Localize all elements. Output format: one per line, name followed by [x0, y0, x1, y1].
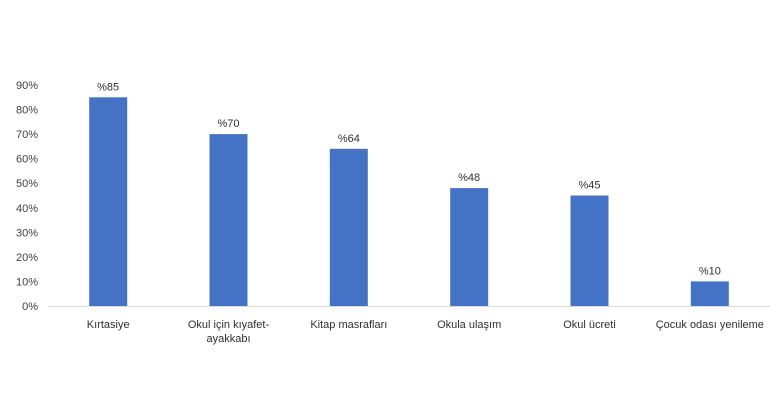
x-tick-label: Kitap masrafları: [310, 319, 387, 331]
data-labels-group: %85 %70 %64 %48 %45 %10: [97, 81, 721, 277]
y-tick-label: 30%: [16, 227, 38, 239]
bar: [329, 148, 368, 306]
bar: [209, 134, 248, 306]
y-tick-label: 40%: [16, 203, 38, 215]
bar: [89, 97, 128, 306]
data-label: %85: [97, 81, 119, 93]
x-axis: Kırtasiye Okul için kıyafet-ayakkabı Kitap…: [87, 319, 764, 345]
x-tick-label: Okul için kıyafet-ayakkabı: [188, 319, 270, 345]
bar: [690, 281, 729, 306]
y-tick-label: 0%: [22, 301, 38, 313]
y-tick-label: 10%: [16, 276, 38, 288]
y-tick-label: 70%: [16, 129, 38, 141]
bar: [450, 188, 489, 306]
data-label: %64: [338, 133, 360, 145]
y-tick-label: 20%: [16, 252, 38, 264]
y-tick-label: 60%: [16, 154, 38, 166]
x-tick-label: Kırtasiye: [87, 319, 130, 331]
x-tick-label: Çocuk odası yenileme: [656, 319, 764, 331]
y-tick-label: 80%: [16, 105, 38, 117]
bars-group: [89, 97, 729, 306]
y-tick-label: 90%: [16, 80, 38, 92]
data-label: %10: [699, 265, 721, 277]
data-label: %45: [578, 180, 600, 192]
y-tick-label: 50%: [16, 178, 38, 190]
y-axis: 0% 10% 20% 30% 40% 50% 60% 70% 80% 90%: [16, 80, 38, 313]
x-tick-label: Okula ulaşım: [437, 319, 501, 331]
data-label: %48: [458, 172, 480, 184]
data-label: %70: [217, 118, 239, 130]
x-tick-label: Okul ücreti: [563, 319, 616, 331]
bar: [570, 195, 609, 306]
